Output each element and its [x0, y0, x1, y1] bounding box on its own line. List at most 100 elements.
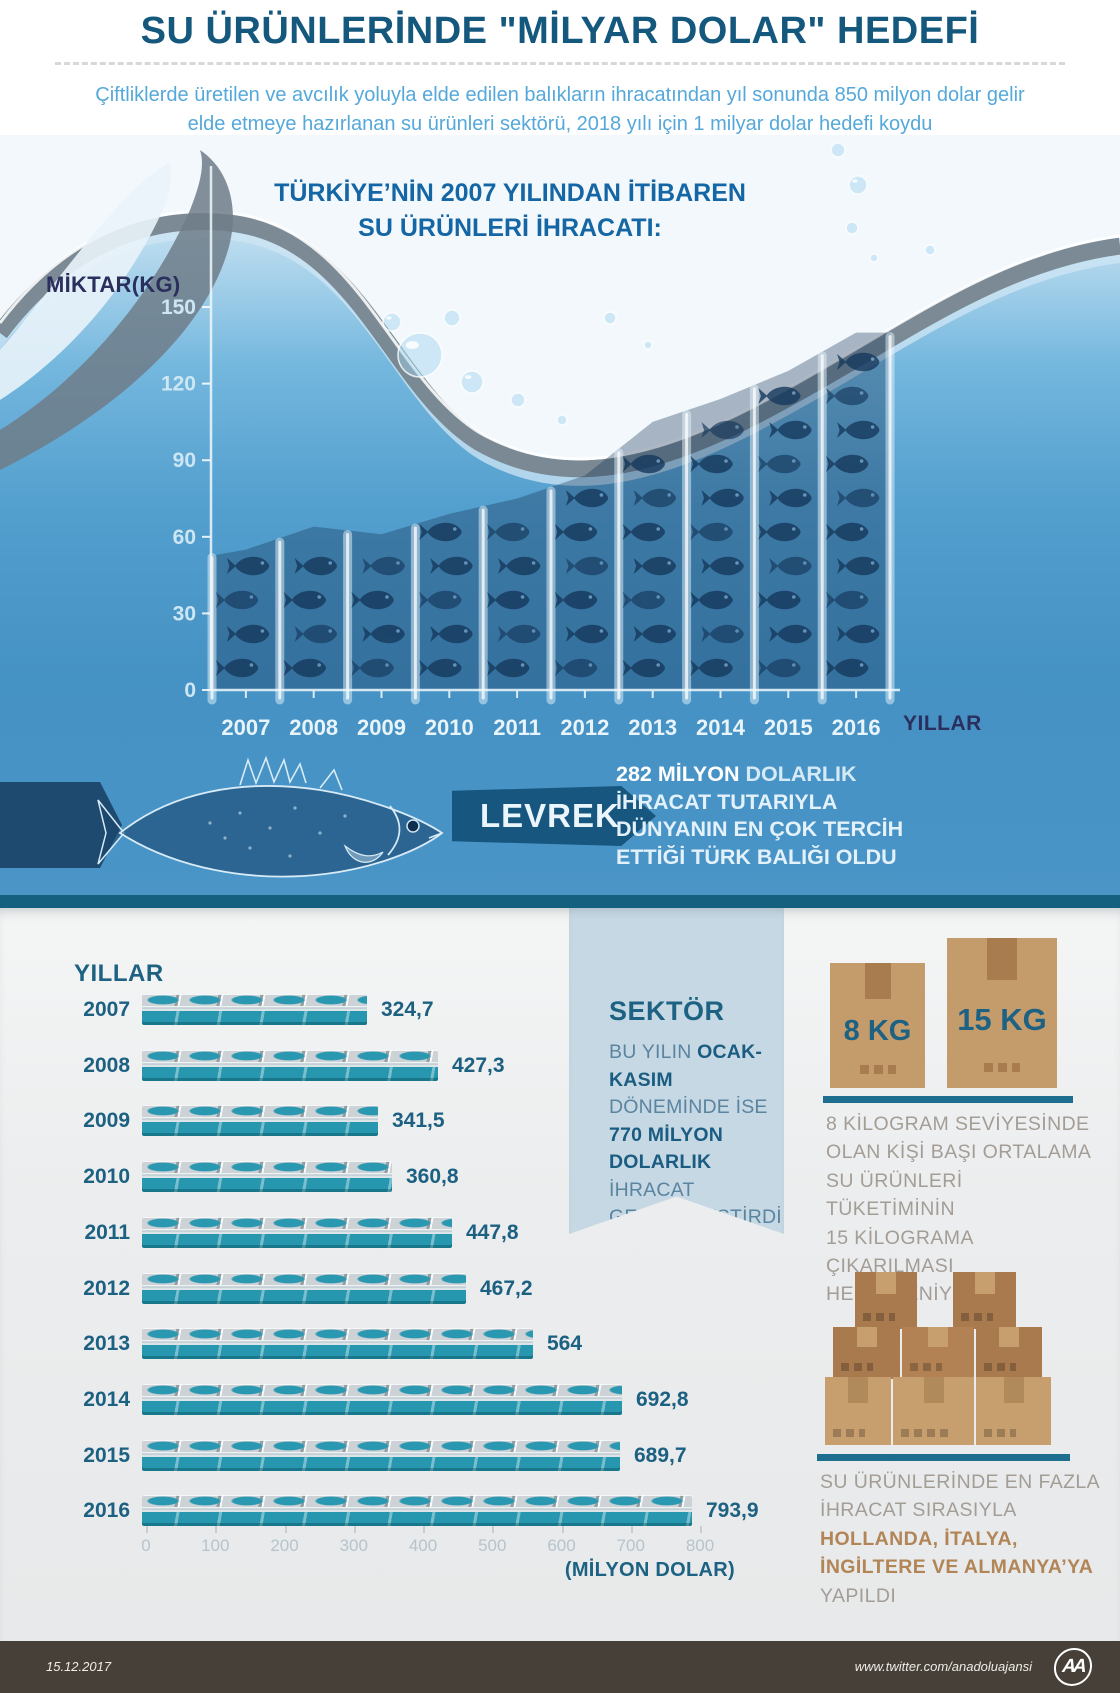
cardboard-box [833, 1327, 900, 1379]
money-bar [142, 1328, 533, 1359]
kg-line2: OLAN KİŞİ BAŞI ORTALAMA [826, 1141, 1092, 1164]
money-bar [142, 1495, 692, 1526]
money-value-label: 360,8 [406, 1165, 459, 1188]
money-year-label: 2013 [83, 1332, 130, 1355]
money-value-label: 427,3 [452, 1054, 505, 1077]
kg-line3: SU ÜRÜNLERİ TÜKETİMİNİN [826, 1169, 963, 1221]
money-bar [142, 1384, 622, 1415]
cardboard-box [825, 1377, 891, 1445]
export-paragraph: SU ÜRÜNLERİNDE EN FAZLA İHRACAT SIRASIYL… [820, 1468, 1110, 1610]
dashed-divider [55, 62, 1065, 65]
money-year-label: 2011 [84, 1221, 130, 1244]
money-year-label: 2016 [83, 1499, 130, 1522]
levrek-amount: 282 MİLYON [616, 762, 740, 786]
levrek-banner: LEVREK [452, 786, 656, 846]
cardboard-box [902, 1327, 974, 1379]
money-bar [142, 1161, 392, 1192]
export-line2: İHRACAT SIRASIYLA [820, 1499, 1017, 1522]
cardboard-box [855, 1272, 917, 1329]
footer-date: 15.12.2017 [46, 1659, 112, 1674]
money-year-label: 2009 [83, 1109, 130, 1132]
money-year-label: 2007 [83, 998, 130, 1021]
money-chart-row: 2012 467,2 [0, 1267, 1120, 1311]
money-bar [142, 1440, 620, 1471]
money-year-label: 2014 [83, 1388, 130, 1411]
money-value-label: 564 [547, 1332, 583, 1355]
cardboard-box [893, 1377, 974, 1445]
money-x-tick [700, 1526, 702, 1533]
money-value-label: 689,7 [634, 1444, 687, 1467]
footer-twitter-handle: www.twitter.com/anadoluajansi [854, 1659, 1032, 1674]
money-year-label: 2010 [83, 1165, 130, 1188]
money-year-label: 2012 [83, 1277, 130, 1300]
money-chart-row: 2007 324,7 [0, 988, 1120, 1032]
box-dots [984, 1063, 1020, 1072]
money-x-tick-label: 500 [478, 1536, 507, 1555]
footer-bar [0, 1641, 1120, 1693]
box-dots [860, 1065, 896, 1074]
box-8kg-label: 8 KG [843, 1015, 912, 1047]
intro-text-line1: Çiftliklerde üretilen ve avcılık yoluyla… [95, 84, 1025, 106]
money-chart-row: 2015 689,7 [0, 1434, 1120, 1478]
money-x-tick [353, 1526, 356, 1533]
sektor-line3: 770 MİLYON DOLARLIK [609, 1123, 723, 1174]
money-value-label: 447,8 [466, 1221, 519, 1244]
money-value-label: 692,8 [636, 1388, 689, 1411]
money-x-tick [284, 1526, 287, 1533]
kg-line4: 15 KİLOGRAMA ÇIKARILMASI [826, 1226, 973, 1278]
money-value-label: 324,7 [381, 998, 434, 1021]
money-year-label: 2008 [83, 1054, 130, 1077]
levrek-amount-suffix: DOLARLIK [739, 762, 857, 786]
money-chart-row: 2013 564 [0, 1322, 1120, 1366]
teal-divider [823, 1096, 1073, 1103]
money-bar [142, 994, 367, 1025]
money-x-tick-label: 700 [616, 1536, 645, 1555]
money-value-label: 341,5 [392, 1109, 445, 1132]
kg-line1: 8 KİLOGRAM SEVİYESİNDE [826, 1113, 1090, 1135]
money-year-label: 2015 [83, 1444, 130, 1467]
money-bar [142, 1105, 378, 1136]
water-chart-title-line2: SU ÜRÜNLERİ İHRACATI: [358, 214, 662, 242]
export-line5: YAPILDI [820, 1584, 897, 1607]
export-line4: İNGİLTERE VE ALMANYA’YA [820, 1556, 1094, 1579]
y-axis-title: MİKTAR(KG) [46, 272, 181, 297]
money-chart-xlabel: (MİLYON DOLAR) [564, 1559, 735, 1581]
money-x-tick-label: 800 [685, 1536, 715, 1555]
money-x-tick [492, 1526, 495, 1533]
cardboard-box [976, 1327, 1042, 1379]
water-chart-title-line1: TÜRKİYE’NİN 2007 YILINDAN İTİBAREN [274, 179, 746, 207]
money-x-tick-label: 200 [270, 1536, 299, 1555]
page-title: SU ÜRÜNLERİNDE "MİLYAR DOLAR" HEDEFİ [140, 10, 980, 52]
intro-text-line2: elde etmeye hazırlanan su ürünleri sektö… [187, 113, 933, 135]
cardboard-box [976, 1377, 1051, 1445]
money-bar [142, 1217, 452, 1248]
money-x-tick [630, 1526, 633, 1533]
box-8kg: 8 KG [830, 963, 925, 1088]
money-x-tick-label: 300 [339, 1536, 368, 1555]
export-line3: HOLLANDA, İTALYA, [820, 1527, 1018, 1550]
box-tape [987, 938, 1017, 980]
levrek-line3: DÜNYANIN EN ÇOK TERCİH [616, 817, 904, 841]
levrek-description: 282 MİLYON DOLARLIK İHRACAT TUTARIYLA DÜ… [616, 761, 966, 871]
money-x-tick [561, 1526, 564, 1533]
money-chart-row: 2009 341,5 [0, 1099, 1120, 1143]
money-bar [142, 1273, 466, 1304]
sektor-line4: İHRACAT [609, 1178, 695, 1201]
money-value-label: 467,2 [480, 1277, 533, 1300]
money-x-tick [423, 1526, 425, 1533]
money-value-label: 793,9 [706, 1499, 759, 1522]
money-x-tick [215, 1526, 218, 1533]
money-chart-row: 2014 692,8 [0, 1378, 1120, 1422]
box-15kg: 15 KG [947, 938, 1057, 1088]
section-separator [0, 895, 1120, 908]
money-chart-row: 2008 427,3 [0, 1044, 1120, 1088]
money-chart-row: 2010 360,8 [0, 1155, 1120, 1199]
sektor-line2: DÖNEMİNDE İSE [609, 1096, 768, 1118]
sektor-title: SEKTÖR [609, 996, 725, 1026]
levrek-banner-label: LEVREK [480, 797, 620, 834]
money-x-tick-label: 0 [141, 1536, 151, 1555]
water-chart-title: TÜRKİYE’NİN 2007 YILINDAN İTİBAREN SU ÜR… [0, 176, 1020, 246]
export-line1: SU ÜRÜNLERİNDE EN FAZLA [820, 1471, 1101, 1493]
money-x-tick [146, 1526, 148, 1533]
box-tape [864, 963, 891, 999]
